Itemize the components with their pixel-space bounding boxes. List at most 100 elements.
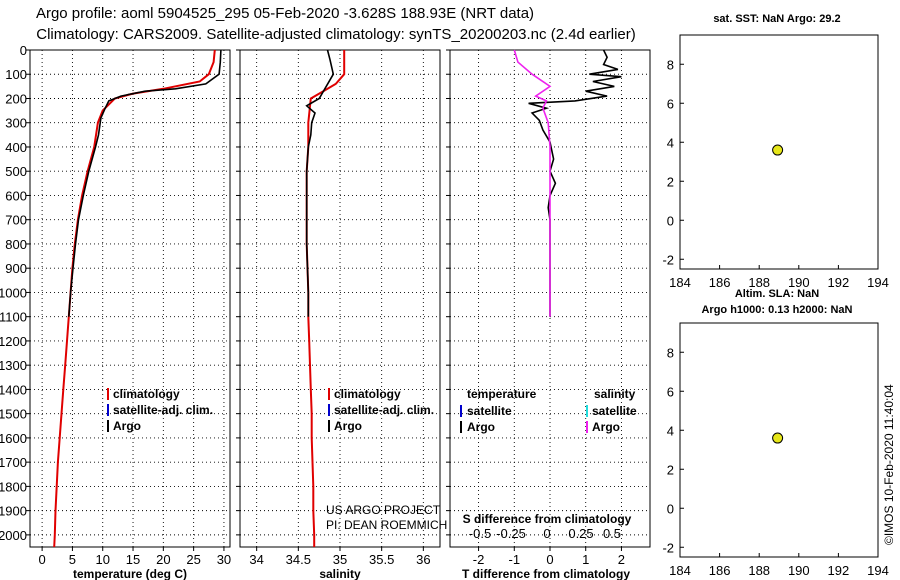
difference-top-label: S difference from climatology xyxy=(463,512,632,526)
credit-pi: PI: DEAN ROEMMICH xyxy=(326,518,447,532)
y-tick-label: 1500 xyxy=(0,407,27,422)
x-tick-label: 190 xyxy=(788,275,810,290)
x-tick-label: 30 xyxy=(217,552,231,567)
legend-title-temperature: temperature xyxy=(467,387,537,401)
argo-position-marker xyxy=(772,432,784,444)
temperature-legend: climatology satellite-adj. clim. Argo xyxy=(107,387,213,433)
y-tick-label: -2 xyxy=(662,252,674,267)
x-tick-label: -2 xyxy=(473,552,485,567)
legend-label: satellite-adj. clim. xyxy=(334,403,434,417)
x-tick-label: 10 xyxy=(95,552,109,567)
x-tick-label: 35 xyxy=(333,552,347,567)
x-tick-label: 186 xyxy=(709,275,731,290)
tick-labels: 0 5 10 15 20 25 30 34 34.5 35 35.5 36 -2 -1 0 1 2-0.5 -0.… xyxy=(0,43,889,578)
salinity-x-label: salinity xyxy=(319,567,361,580)
legend-label: satellite-adj. clim. xyxy=(113,403,213,417)
y-tick-label: 1600 xyxy=(0,431,27,446)
y-tick-label: 1400 xyxy=(0,382,27,397)
series-argo xyxy=(305,49,335,317)
title-line2: Climatology: CARS2009. Satellite-adjuste… xyxy=(36,26,635,43)
x-tick-label: 186 xyxy=(709,563,731,578)
y-tick-label: 400 xyxy=(5,140,27,155)
salinity-legend: climatology satellite-adj. clim. Argo xyxy=(328,387,434,433)
sst-plot-frame xyxy=(679,34,879,270)
series-t-difference-argo xyxy=(528,49,622,317)
y-tick-label: 1300 xyxy=(0,358,27,373)
difference-legend: temperature salinity satellite Argo sate… xyxy=(460,387,637,434)
y-tick-label: 0 xyxy=(667,213,674,228)
y-tick-label: 4 xyxy=(667,135,674,150)
y-tick-label: 1700 xyxy=(0,455,27,470)
imos-stamp: ©IMOS 10-Feb-2020 11:40:04 xyxy=(882,384,896,545)
x-tick-label: 184 xyxy=(669,563,691,578)
temperature-plot-frame xyxy=(29,49,231,548)
y-tick-label: 1100 xyxy=(0,310,27,325)
title-line1: Argo profile: aoml 5904525_295 05-Feb-20… xyxy=(36,5,534,22)
sst-title: sat. SST: NaN Argo: 29.2 xyxy=(713,13,840,25)
y-tick-label: 700 xyxy=(5,213,27,228)
y-tick-label: 0 xyxy=(667,501,674,516)
s-diff-tick-label: 0.5 xyxy=(603,526,621,541)
legend-title-salinity: salinity xyxy=(594,387,636,401)
y-tick-label: 1900 xyxy=(0,504,27,519)
s-diff-tick-label: 0 xyxy=(543,526,550,541)
x-tick-label: 20 xyxy=(156,552,170,567)
argo-position-marker xyxy=(772,144,784,156)
y-tick-label: 900 xyxy=(5,261,27,276)
s-diff-tick-label: 0.25 xyxy=(568,526,593,541)
legend-label: Argo xyxy=(592,420,620,434)
legend-label: climatology xyxy=(113,387,180,401)
x-tick-label: -1 xyxy=(509,552,521,567)
x-tick-label: 34.5 xyxy=(286,552,311,567)
x-tick-label: 188 xyxy=(748,563,770,578)
y-tick-label: 100 xyxy=(5,67,27,82)
x-tick-label: 192 xyxy=(828,563,850,578)
y-tick-label: 1200 xyxy=(0,334,27,349)
difference-x-label: T difference from climatology xyxy=(462,567,630,580)
y-tick-label: 1800 xyxy=(0,479,27,494)
y-tick-label: 500 xyxy=(5,164,27,179)
x-tick-label: 35.5 xyxy=(369,552,394,567)
y-tick-label: -2 xyxy=(662,540,674,555)
x-tick-label: 34 xyxy=(249,552,263,567)
x-tick-label: 194 xyxy=(867,563,889,578)
legend-label: Argo xyxy=(467,420,495,434)
y-tick-label: 0 xyxy=(20,43,27,58)
y-tick-label: 1000 xyxy=(0,285,27,300)
y-tick-label: 6 xyxy=(667,384,674,399)
x-tick-label: 5 xyxy=(69,552,76,567)
y-tick-label: 200 xyxy=(5,91,27,106)
data-series xyxy=(53,49,622,548)
s-diff-tick-label: -0.5 xyxy=(469,526,491,541)
temperature-x-label: temperature (deg C) xyxy=(73,567,187,580)
credit-project: US ARGO PROJECT xyxy=(326,503,441,517)
y-tick-label: 4 xyxy=(667,423,674,438)
legend-label: Argo xyxy=(113,419,141,433)
y-tick-label: 800 xyxy=(5,237,27,252)
x-tick-label: 192 xyxy=(828,275,850,290)
data-points xyxy=(772,144,784,444)
y-tick-label: 8 xyxy=(667,57,674,72)
series-climatology xyxy=(53,49,216,548)
legend-label: Argo xyxy=(334,419,362,433)
y-tick-label: 6 xyxy=(667,96,674,111)
x-tick-label: 15 xyxy=(126,552,140,567)
legend-label: satellite xyxy=(467,404,512,418)
y-tick-label: 300 xyxy=(5,116,27,131)
y-tick-label: 2 xyxy=(667,174,674,189)
x-tick-label: 0 xyxy=(39,552,46,567)
x-tick-label: 194 xyxy=(867,275,889,290)
x-tick-label: 0 xyxy=(546,552,553,567)
s-diff-tick-label: -0.25 xyxy=(496,526,526,541)
legend-label: satellite xyxy=(592,404,637,418)
sla-subtitle: Argo h1000: 0.13 h2000: NaN xyxy=(701,304,852,316)
x-tick-label: 188 xyxy=(748,275,770,290)
y-tick-label: 2 xyxy=(667,462,674,477)
legend-label: climatology xyxy=(334,387,401,401)
x-tick-label: 25 xyxy=(186,552,200,567)
sla-plot-frame xyxy=(679,322,879,558)
x-tick-label: 2 xyxy=(618,552,625,567)
series-argo xyxy=(68,49,222,317)
